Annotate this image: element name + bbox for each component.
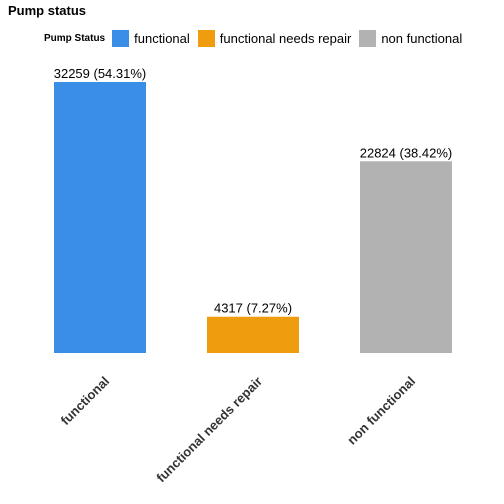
- legend-swatch: [112, 29, 130, 47]
- bar-functional-needs-repair: [207, 316, 299, 353]
- legend-title: Pump Status: [44, 32, 106, 44]
- legend-swatch: [359, 29, 377, 47]
- legend-label: functional: [134, 30, 190, 46]
- data-label-functional: 32259 (54.31%): [54, 66, 147, 81]
- data-label-non-functional: 22824 (38.42%): [360, 145, 453, 160]
- chart-title: Pump status: [8, 3, 87, 18]
- x-tick-label-functional-needs-repair: functional needs repair: [153, 374, 265, 486]
- legend-item-non-functional: non functional: [359, 29, 463, 47]
- x-tick-label-non-functional: non functional: [344, 374, 418, 448]
- legend-item-functional-needs-repair: functional needs repair: [197, 29, 352, 47]
- legend: Pump Status functional functional needs …: [44, 29, 470, 47]
- x-tick-label-functional: functional: [58, 374, 113, 429]
- bar-non-functional: [360, 161, 452, 353]
- legend-item-functional: functional: [112, 29, 190, 47]
- legend-label: non functional: [381, 30, 463, 46]
- bar-functional: [54, 82, 146, 353]
- legend-label: functional needs repair: [219, 30, 352, 46]
- legend-swatch: [197, 29, 215, 47]
- data-label-functional-needs-repair: 4317 (7.27%): [214, 301, 292, 316]
